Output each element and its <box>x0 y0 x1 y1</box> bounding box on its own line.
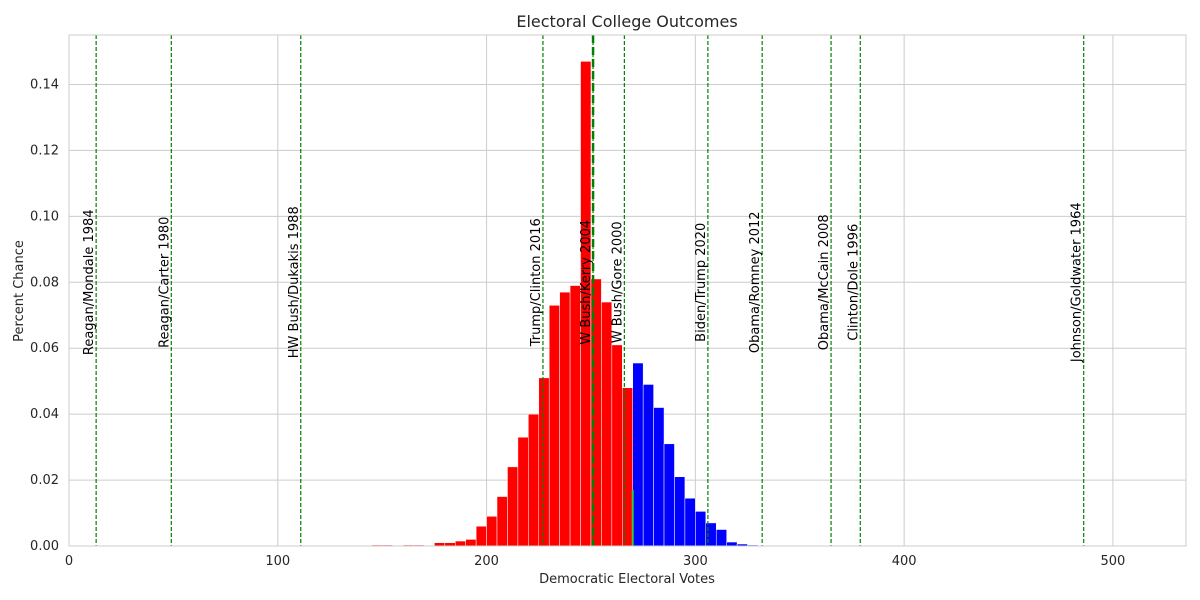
histogram-bar <box>548 305 560 547</box>
histogram-bar <box>538 377 550 547</box>
histogram-bar <box>507 466 519 547</box>
histogram-bar <box>726 541 738 547</box>
histogram-bar <box>674 476 686 547</box>
x-tick-label: 0 <box>65 554 73 569</box>
histogram-bar <box>695 511 707 547</box>
plot-area: Reagan/Mondale 1984 Reagan/Carter 1980 HW … <box>30 34 1187 569</box>
reference-line-label: Obama/McCain 2008 <box>817 214 832 350</box>
y-tick-label: 0.06 <box>30 341 59 356</box>
chart-title: Electoral College Outcomes <box>516 12 737 31</box>
reference-line-label: Trump/Clinton 2016 <box>529 218 544 347</box>
y-tick-label: 0.04 <box>30 407 59 422</box>
reference-line-label: Reagan/Carter 1980 <box>157 217 172 348</box>
plot-frame <box>68 34 1187 547</box>
histogram-bar <box>465 539 477 547</box>
histogram-bar <box>684 497 696 547</box>
x-tick-label: 100 <box>265 554 290 569</box>
x-axis-label: Democratic Electoral Votes <box>539 572 715 587</box>
y-tick-label: 0.02 <box>30 473 59 488</box>
histogram-bar <box>642 384 654 547</box>
x-tick-label: 400 <box>892 554 917 569</box>
histogram-bar <box>715 529 727 547</box>
histogram-bar <box>663 443 675 547</box>
histogram-bar <box>632 362 644 547</box>
y-axis-label: Percent Chance <box>12 240 27 342</box>
histogram-bar <box>475 525 487 547</box>
reference-line-label: W Bush/Gore 2000 <box>610 221 625 343</box>
histogram-bar <box>486 516 498 547</box>
histogram-bar <box>528 413 540 547</box>
histogram-bar <box>455 540 466 547</box>
histogram-bar <box>611 344 623 547</box>
y-tick-label: 0.00 <box>30 539 59 554</box>
x-tick-label: 200 <box>474 554 499 569</box>
x-tick-label: 300 <box>683 554 708 569</box>
reference-line-label: W Bush/Kerry 2004 <box>579 220 594 345</box>
reference-line-label: Obama/Romney 2012 <box>748 211 763 353</box>
reference-line-label: Biden/Trump 2020 <box>694 223 709 342</box>
histogram-bar <box>653 407 665 547</box>
histogram-bar <box>496 496 508 547</box>
reference-line-label: Johnson/Goldwater 1964 <box>1070 202 1085 363</box>
reference-line-label: HW Bush/Dukakis 1988 <box>287 206 302 358</box>
histogram-bar <box>559 291 571 547</box>
y-tick-label: 0.10 <box>30 209 59 224</box>
histogram-bar <box>517 436 529 547</box>
y-tick-label: 0.14 <box>30 77 59 92</box>
reference-line-label: Clinton/Dole 1996 <box>846 224 861 341</box>
x-tick-label: 500 <box>1101 554 1126 569</box>
y-tick-label: 0.12 <box>30 143 59 158</box>
reference-line-label: Reagan/Mondale 1984 <box>82 209 97 355</box>
y-tick-label: 0.08 <box>30 275 59 290</box>
